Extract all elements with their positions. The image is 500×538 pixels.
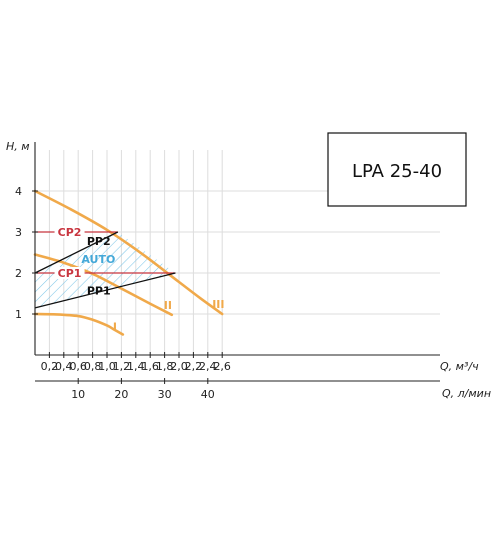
control-line-label: CP2 <box>58 226 82 239</box>
x-tick-label: 0,8 <box>84 360 102 373</box>
auto-region-label: AUTO <box>81 253 115 266</box>
x2-tick-label: 40 <box>201 388 215 401</box>
x2-tick-label: 10 <box>71 388 85 401</box>
speed-curve-i <box>33 312 125 336</box>
x-tick-label: 2,6 <box>213 360 231 373</box>
control-line-label: PP2 <box>87 235 111 248</box>
x-tick-label: 2,4 <box>199 360 217 373</box>
control-line-label: CP1 <box>58 267 82 280</box>
axes: 0,20,40,60,81,01,21,41,61,82,02,22,42,6 1… <box>15 142 440 401</box>
x-tick-label: 1,4 <box>127 360 145 373</box>
x-tick-label: 0,2 <box>41 360 59 373</box>
x-tick-label: 2,0 <box>170 360 188 373</box>
x-tick-label: 1,2 <box>113 360 131 373</box>
control-line-label-bg <box>54 226 85 238</box>
speed-curve-iii <box>33 189 224 316</box>
x-tick-label: 1,0 <box>98 360 116 373</box>
x-tick-label: 0,4 <box>55 360 73 373</box>
x2-axis-title: Q, л/мин <box>442 387 491 400</box>
y-tick-label: 2 <box>15 267 22 280</box>
x-tick-label: 1,6 <box>141 360 159 373</box>
control-line-label-bg <box>54 267 85 279</box>
control-line-pp2 <box>34 231 119 274</box>
x-axis-title: Q, м³/ч <box>440 360 479 373</box>
speed-curve-label: II <box>164 299 172 312</box>
x-tick-label: 2,2 <box>185 360 203 373</box>
auto-region <box>35 232 176 308</box>
y-tick-label: 3 <box>15 226 22 239</box>
control-line-pp1 <box>34 272 176 309</box>
x2-tick-label: 20 <box>114 388 128 401</box>
y-tick-label: 4 <box>15 185 22 198</box>
series-layer <box>33 189 224 336</box>
auto-region-layer <box>35 232 176 308</box>
chart-title: LPA 25-40 <box>352 161 442 182</box>
control-line-label: PP1 <box>87 284 111 297</box>
y-axis-title: H, м <box>6 140 30 153</box>
model-title-box <box>327 132 467 207</box>
y-tick-label: 1 <box>15 308 22 321</box>
speed-curve-label: III <box>212 298 224 311</box>
speed-curve-label: I <box>113 321 117 334</box>
x-tick-label: 0,6 <box>69 360 87 373</box>
speed-curve-ii <box>33 253 174 317</box>
x2-tick-label: 30 <box>158 388 172 401</box>
x-tick-label: 1,8 <box>156 360 174 373</box>
